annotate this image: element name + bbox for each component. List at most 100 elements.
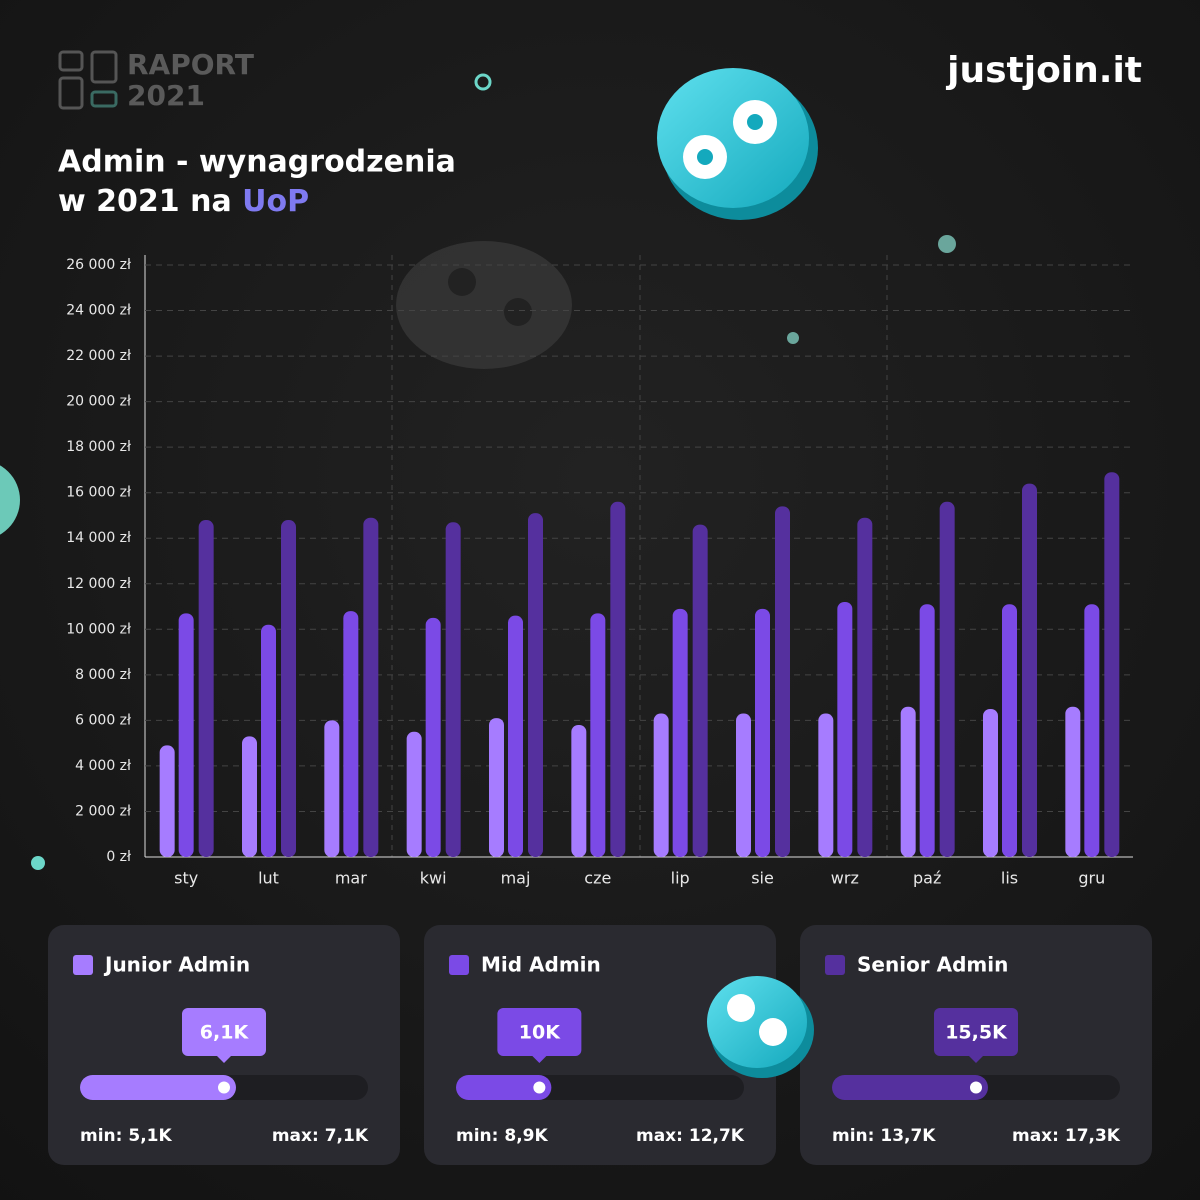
x-tick-label: paź bbox=[913, 869, 941, 888]
bar bbox=[610, 501, 626, 857]
bar bbox=[159, 745, 175, 857]
bar bbox=[736, 713, 751, 857]
x-tick-label: lis bbox=[1001, 869, 1018, 888]
bar bbox=[919, 604, 935, 857]
bar bbox=[837, 601, 853, 857]
y-tick-label: 10 000 zł bbox=[66, 621, 131, 637]
bar bbox=[363, 517, 379, 857]
slider-fill bbox=[80, 1075, 236, 1100]
value-badge bbox=[497, 1008, 582, 1056]
decor-gears bbox=[697, 114, 763, 165]
decor-coin bbox=[396, 241, 572, 369]
value-badge-pointer bbox=[216, 1055, 232, 1063]
y-tick-label: 8 000 zł bbox=[75, 667, 131, 683]
bar bbox=[939, 501, 955, 857]
y-tick-label: 0 zł bbox=[106, 849, 131, 865]
x-tick-label: lip bbox=[671, 869, 690, 888]
x-tick-label: lut bbox=[258, 869, 279, 888]
y-tick-label: 6 000 zł bbox=[75, 712, 131, 728]
x-tick-label: kwi bbox=[420, 869, 447, 888]
bar bbox=[857, 517, 873, 857]
report-label: RAPORT bbox=[127, 48, 254, 81]
y-tick-label: 20 000 zł bbox=[66, 394, 131, 410]
bar bbox=[198, 520, 214, 857]
value-label: 6,1K bbox=[200, 1022, 250, 1044]
value-label: 10K bbox=[519, 1022, 561, 1044]
title-highlight: UoP bbox=[242, 184, 309, 219]
bar bbox=[983, 709, 998, 857]
min-label: min: 13,7K bbox=[832, 1126, 936, 1146]
legend-label: Junior Admin bbox=[103, 953, 250, 977]
decor bbox=[787, 332, 799, 344]
bar bbox=[445, 522, 461, 857]
x-tick-label: sie bbox=[751, 869, 774, 888]
bar bbox=[281, 520, 296, 857]
brand: justjoin.it bbox=[945, 50, 1142, 91]
bar bbox=[1022, 483, 1037, 857]
x-tick-label: wrz bbox=[831, 869, 859, 888]
legend-label: Senior Admin bbox=[857, 953, 1008, 977]
bar bbox=[775, 506, 790, 857]
slider-fill bbox=[456, 1075, 552, 1100]
decor-coin bbox=[657, 68, 809, 208]
x-tick-label: mar bbox=[335, 869, 367, 888]
title: w 2021 na UoP bbox=[58, 184, 309, 219]
decor bbox=[474, 73, 492, 91]
max-label: max: 12,7K bbox=[636, 1126, 745, 1146]
bar bbox=[425, 617, 441, 857]
y-tick-label: 24 000 zł bbox=[66, 303, 131, 319]
value-badge-pointer bbox=[968, 1055, 984, 1063]
logo bbox=[58, 50, 118, 110]
bar bbox=[590, 613, 606, 857]
bar bbox=[653, 713, 669, 857]
bar bbox=[672, 608, 688, 857]
x-tick-label: gru bbox=[1078, 869, 1105, 888]
decor-coin bbox=[707, 976, 807, 1068]
legend-swatch bbox=[825, 955, 845, 975]
bar bbox=[571, 724, 587, 857]
bar bbox=[324, 720, 340, 857]
title: Admin - wynagrodzenia bbox=[58, 145, 456, 180]
decor bbox=[0, 465, 20, 535]
bar bbox=[508, 615, 523, 857]
decor-gears bbox=[759, 1018, 787, 1046]
max-label: max: 17,3K bbox=[1012, 1126, 1121, 1146]
bar bbox=[692, 524, 708, 857]
x-tick-label: cze bbox=[584, 869, 611, 888]
min-label: min: 8,9K bbox=[456, 1126, 548, 1146]
legend-label: Mid Admin bbox=[481, 953, 601, 977]
y-tick-label: 16 000 zł bbox=[66, 485, 131, 501]
bar bbox=[261, 624, 276, 857]
bar bbox=[1065, 706, 1081, 857]
slider-knob bbox=[970, 1081, 982, 1094]
title-line: w 2021 na bbox=[58, 184, 232, 219]
legend-card bbox=[424, 925, 776, 1165]
y-tick-label: 14 000 zł bbox=[66, 530, 131, 546]
legend-swatch bbox=[449, 955, 469, 975]
bar bbox=[489, 718, 504, 857]
bar bbox=[178, 613, 194, 857]
slider-knob bbox=[218, 1081, 230, 1094]
x-tick-label: sty bbox=[174, 869, 198, 888]
value-badge bbox=[934, 1008, 1018, 1056]
bar bbox=[343, 611, 359, 857]
min-label: min: 5,1K bbox=[80, 1126, 172, 1146]
decor bbox=[938, 235, 956, 253]
separators bbox=[391, 255, 888, 857]
y-tick-label: 12 000 zł bbox=[66, 576, 131, 592]
slider-knob bbox=[533, 1081, 546, 1094]
legend-swatch bbox=[73, 955, 93, 975]
bar bbox=[1084, 604, 1100, 857]
bar bbox=[406, 731, 422, 857]
bar bbox=[1104, 472, 1120, 857]
y-tick-label: 4 000 zł bbox=[75, 758, 131, 774]
x-tick-label: maj bbox=[501, 869, 531, 888]
decor bbox=[31, 856, 45, 870]
slider-fill bbox=[832, 1075, 988, 1100]
bar bbox=[242, 736, 257, 857]
bar bbox=[818, 713, 834, 857]
y-tick-label: 26 000 zł bbox=[66, 257, 131, 273]
max-label: max: 7,1K bbox=[272, 1126, 369, 1146]
